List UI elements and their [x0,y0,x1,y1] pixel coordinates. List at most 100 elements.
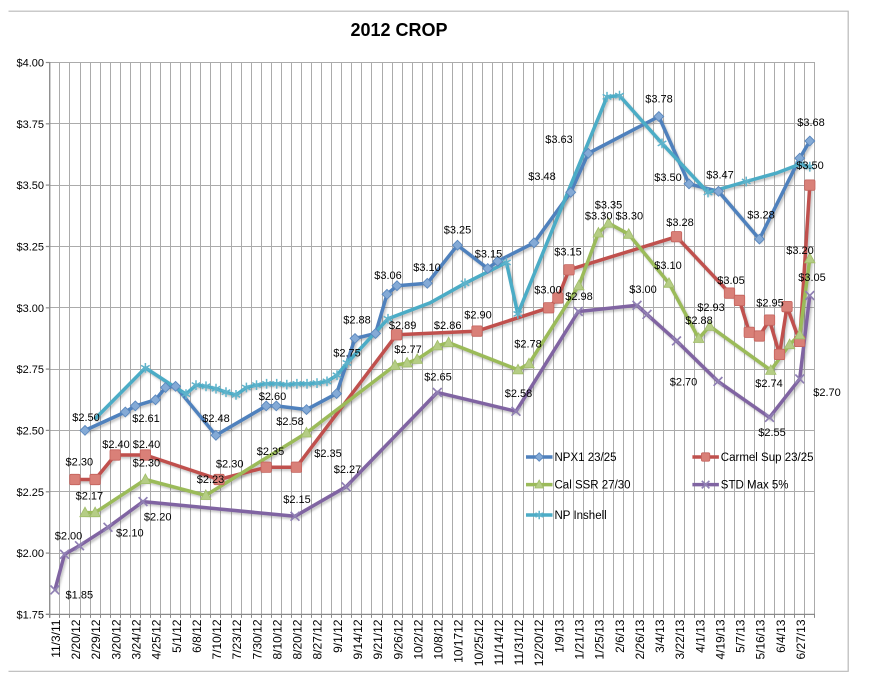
svg-text:$2.95: $2.95 [756,298,784,310]
svg-text:3/4/13: 3/4/13 [653,619,667,653]
svg-text:$2.60: $2.60 [259,391,287,403]
svg-text:Cal SSR 27/30: Cal SSR 27/30 [555,480,631,492]
svg-text:$2.70: $2.70 [670,377,698,389]
svg-text:$2.35: $2.35 [257,446,285,458]
svg-text:$3.25: $3.25 [16,242,44,254]
svg-text:$2.00: $2.00 [16,548,44,560]
svg-text:$2.75: $2.75 [333,348,361,360]
svg-text:$3.78: $3.78 [645,94,673,106]
svg-text:$3.47: $3.47 [706,170,734,182]
svg-text:STD Max 5%: STD Max 5% [721,480,789,492]
svg-text:$2.10: $2.10 [116,527,144,539]
svg-text:$3.30: $3.30 [616,211,644,223]
svg-text:$3.63: $3.63 [545,134,573,146]
svg-text:NP Inshell: NP Inshell [555,510,607,522]
svg-text:$2.70: $2.70 [813,387,841,399]
svg-text:$3.50: $3.50 [796,160,824,172]
svg-text:$1.85: $1.85 [66,589,94,601]
svg-text:$2.30: $2.30 [216,459,244,471]
svg-text:2/6/13: 2/6/13 [613,619,627,653]
svg-text:$2.00: $2.00 [55,531,83,543]
svg-text:11/31/12: 11/31/12 [512,619,526,665]
svg-text:1/25/13: 1/25/13 [593,619,607,659]
svg-text:$2.77: $2.77 [394,344,422,356]
svg-text:$3.68: $3.68 [797,117,825,129]
svg-text:10/8/12: 10/8/12 [432,619,446,659]
svg-text:5/1/12: 5/1/12 [170,619,184,653]
svg-text:$2.23: $2.23 [197,474,225,486]
svg-text:$1.75: $1.75 [16,609,44,621]
svg-text:4/25/12: 4/25/12 [150,619,164,659]
svg-text:$3.05: $3.05 [798,272,826,284]
svg-text:$3.28: $3.28 [666,217,694,229]
svg-text:$2.78: $2.78 [514,339,542,351]
svg-text:3/22/13: 3/22/13 [673,619,687,659]
svg-text:1/21/13: 1/21/13 [573,619,587,659]
svg-text:$2.15: $2.15 [283,494,311,506]
svg-text:$3.50: $3.50 [654,172,682,184]
svg-text:$3.05: $3.05 [717,275,745,287]
svg-text:7/30/12: 7/30/12 [250,619,264,659]
svg-text:$2.98: $2.98 [565,291,593,303]
svg-text:10/1712: 10/1712 [452,619,466,663]
svg-text:$3.00: $3.00 [534,285,562,297]
svg-text:$3.15: $3.15 [554,247,582,259]
svg-text:$2.50: $2.50 [72,412,100,424]
svg-text:$2.58: $2.58 [505,388,533,400]
svg-text:9/14/12: 9/14/12 [351,619,365,659]
svg-text:$2.30: $2.30 [66,457,94,469]
svg-text:$2.50: $2.50 [16,425,44,437]
svg-text:$3.35: $3.35 [595,200,623,212]
svg-text:$3.50: $3.50 [16,180,44,192]
svg-text:$2.35: $2.35 [314,448,342,460]
svg-text:2/26/13: 2/26/13 [633,619,647,659]
svg-text:$2.65: $2.65 [424,371,452,383]
svg-text:$2.27: $2.27 [334,464,362,476]
svg-text:NPX1 23/25: NPX1 23/25 [555,452,617,464]
svg-text:Carmel Sup 23/25: Carmel Sup 23/25 [721,452,814,464]
svg-text:6/27/13: 6/27/13 [794,619,808,659]
svg-text:$2.17: $2.17 [76,491,104,503]
svg-text:9/26/12: 9/26/12 [391,619,405,659]
svg-text:$2.90: $2.90 [464,310,492,322]
svg-text:5/7/13: 5/7/13 [734,619,748,653]
svg-text:$3.75: $3.75 [16,119,44,131]
svg-text:3/20/12: 3/20/12 [109,619,123,659]
svg-text:6/8/12: 6/8/12 [190,619,204,653]
svg-text:4/19/13: 4/19/13 [714,619,728,659]
svg-text:$2.88: $2.88 [685,315,713,327]
svg-text:$2.55: $2.55 [758,427,786,439]
svg-text:$3.48: $3.48 [528,171,556,183]
svg-text:12/20/12: 12/20/12 [532,619,546,666]
svg-text:$2.61: $2.61 [132,413,160,425]
svg-text:$2.89: $2.89 [389,320,417,332]
svg-text:11/3/11: 11/3/11 [49,619,63,658]
svg-text:$2.74: $2.74 [755,378,783,390]
svg-text:4/1/13: 4/1/13 [693,619,707,653]
svg-text:$2.40: $2.40 [133,439,161,451]
svg-text:$3.10: $3.10 [654,260,682,272]
svg-text:$2.20: $2.20 [144,512,172,524]
svg-text:6/4/13: 6/4/13 [774,619,788,653]
svg-text:$2.88: $2.88 [343,315,371,327]
svg-text:8/10/12: 8/10/12 [270,619,284,659]
svg-text:$4.00: $4.00 [16,58,44,70]
svg-text:2/29/12: 2/29/12 [89,619,103,659]
svg-text:9/21/12: 9/21/12 [371,619,385,659]
svg-text:$3.15: $3.15 [475,249,503,261]
svg-text:5/16/13: 5/16/13 [754,619,768,659]
svg-text:$3.00: $3.00 [629,284,657,296]
svg-text:$3.30: $3.30 [585,211,613,223]
svg-text:8/27/12: 8/27/12 [311,619,325,659]
svg-text:$2.25: $2.25 [16,487,44,499]
svg-text:$2.86: $2.86 [434,320,462,332]
svg-text:1/9/13: 1/9/13 [552,619,566,653]
svg-text:3/24/12: 3/24/12 [130,619,144,659]
svg-text:$2.48: $2.48 [202,413,230,425]
svg-text:$2.30: $2.30 [133,458,161,470]
svg-text:10/25/12: 10/25/12 [472,619,486,666]
svg-text:8/20/12: 8/20/12 [291,619,305,659]
svg-text:$2.58: $2.58 [276,416,304,428]
svg-text:$3.00: $3.00 [16,303,44,315]
svg-text:$2.93: $2.93 [697,302,725,314]
